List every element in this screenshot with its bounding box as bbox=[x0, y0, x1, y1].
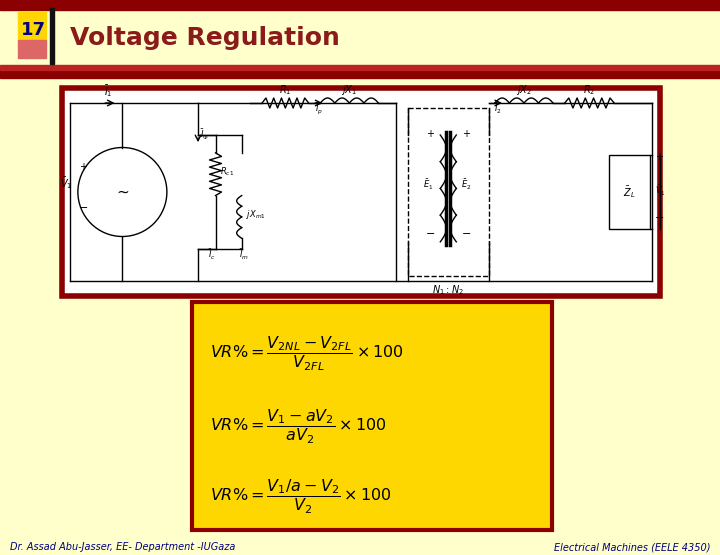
Text: $jX_1$: $jX_1$ bbox=[341, 83, 357, 97]
Bar bbox=[0, 65, 720, 70]
Text: $\bar{I}_m$: $\bar{I}_m$ bbox=[239, 248, 248, 263]
Text: −: − bbox=[79, 203, 89, 213]
Bar bbox=[0, 68, 720, 78]
Text: $jX_{m1}$: $jX_{m1}$ bbox=[246, 208, 266, 221]
Text: Voltage Regulation: Voltage Regulation bbox=[70, 26, 340, 50]
Text: $jX_2$: $jX_2$ bbox=[516, 83, 532, 97]
Text: +: + bbox=[426, 129, 434, 139]
Text: +: + bbox=[655, 152, 663, 162]
Text: Dr. Assad Abu-Jasser, EE- Department -IUGaza: Dr. Assad Abu-Jasser, EE- Department -IU… bbox=[10, 542, 235, 552]
Text: $\bar{E}_1$: $\bar{E}_1$ bbox=[423, 178, 433, 192]
Text: 17: 17 bbox=[21, 21, 46, 39]
Text: Electrical Machines (EELE 4350): Electrical Machines (EELE 4350) bbox=[554, 542, 710, 552]
Text: $\bar{I}_p$: $\bar{I}_p$ bbox=[315, 102, 323, 117]
Bar bbox=[192, 302, 552, 530]
Text: $\bar{Z}_L$: $\bar{Z}_L$ bbox=[624, 184, 636, 200]
Bar bbox=[62, 88, 660, 296]
Text: −: − bbox=[655, 213, 665, 223]
Text: $\bar{I}_\Phi$: $\bar{I}_\Phi$ bbox=[200, 127, 209, 142]
Text: −: − bbox=[426, 229, 436, 239]
Text: +: + bbox=[79, 162, 87, 171]
Text: −: − bbox=[462, 229, 472, 239]
Text: +: + bbox=[462, 129, 470, 139]
Text: $R_1$: $R_1$ bbox=[279, 83, 292, 97]
Bar bbox=[18, 40, 46, 58]
Text: $R_{c1}$: $R_{c1}$ bbox=[220, 165, 234, 178]
Text: $\bar{I}_2$: $\bar{I}_2$ bbox=[494, 101, 502, 115]
Text: $\bar{I}_1$: $\bar{I}_1$ bbox=[104, 83, 113, 99]
Text: $R_2$: $R_2$ bbox=[583, 83, 595, 97]
Text: $VR\%=\dfrac{V_{2NL}-V_{2FL}}{V_{2FL}}\times100$: $VR\%=\dfrac{V_{2NL}-V_{2FL}}{V_{2FL}}\t… bbox=[210, 335, 404, 373]
Text: $VR\%=\dfrac{V_1-aV_2}{aV_2}\times100$: $VR\%=\dfrac{V_1-aV_2}{aV_2}\times100$ bbox=[210, 408, 387, 446]
Text: $VR\%=\dfrac{V_1/a-V_2}{V_2}\times100$: $VR\%=\dfrac{V_1/a-V_2}{V_2}\times100$ bbox=[210, 478, 392, 516]
Bar bbox=[18, 12, 46, 44]
Bar bbox=[609, 155, 650, 229]
Bar bbox=[50, 8, 54, 64]
Text: $N_1:N_2$: $N_1:N_2$ bbox=[433, 283, 464, 297]
Text: $\bar{E}_2$: $\bar{E}_2$ bbox=[461, 178, 472, 192]
Text: $\bar{V}_1$: $\bar{V}_1$ bbox=[655, 183, 666, 198]
Bar bbox=[408, 108, 489, 276]
Bar bbox=[0, 0, 720, 10]
Text: ~: ~ bbox=[116, 184, 129, 199]
Text: $\bar{V}_1$: $\bar{V}_1$ bbox=[60, 175, 72, 191]
Circle shape bbox=[78, 148, 167, 236]
Text: $\bar{I}_c$: $\bar{I}_c$ bbox=[207, 248, 215, 263]
